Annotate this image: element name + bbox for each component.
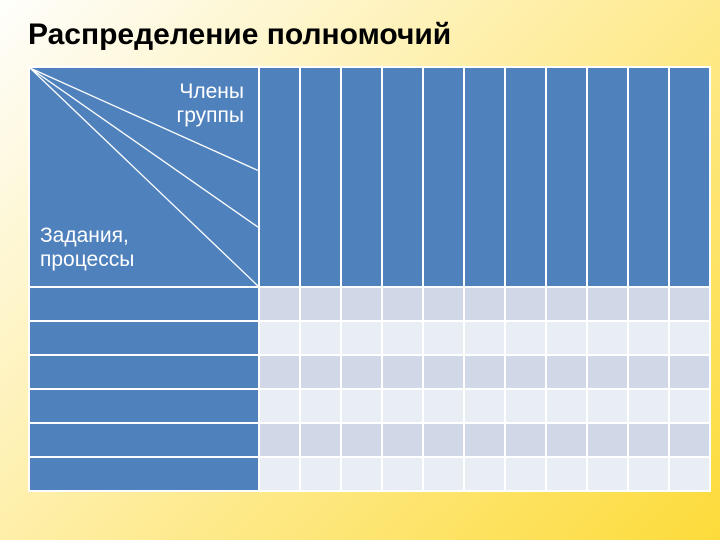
table-cell bbox=[628, 423, 669, 457]
row-header bbox=[29, 321, 259, 355]
table-cell bbox=[505, 423, 546, 457]
table-cell bbox=[464, 389, 505, 423]
corner-bottom-label: Задания,процессы bbox=[40, 224, 134, 272]
table-cell bbox=[628, 389, 669, 423]
column-header bbox=[628, 67, 669, 287]
table-cell bbox=[628, 321, 669, 355]
column-header bbox=[669, 67, 710, 287]
table-cell bbox=[669, 389, 710, 423]
table-cell bbox=[587, 423, 628, 457]
row-header bbox=[29, 287, 259, 321]
column-header bbox=[341, 67, 382, 287]
table-cell bbox=[382, 287, 423, 321]
table-cell bbox=[341, 423, 382, 457]
column-header bbox=[423, 67, 464, 287]
table-cell bbox=[505, 355, 546, 389]
table-cell bbox=[546, 423, 587, 457]
table-cell bbox=[464, 287, 505, 321]
table-cell bbox=[628, 457, 669, 491]
column-header bbox=[382, 67, 423, 287]
column-header bbox=[464, 67, 505, 287]
table-cell bbox=[505, 287, 546, 321]
table-cell bbox=[464, 355, 505, 389]
table-cell bbox=[423, 423, 464, 457]
table-cell bbox=[382, 389, 423, 423]
row-header bbox=[29, 389, 259, 423]
authority-table: Членыгруппы Задания,процессы bbox=[28, 66, 692, 492]
table-cell bbox=[587, 457, 628, 491]
corner-top-label: Членыгруппы bbox=[177, 80, 244, 128]
column-header bbox=[587, 67, 628, 287]
row-header bbox=[29, 457, 259, 491]
column-header bbox=[546, 67, 587, 287]
table-cell bbox=[341, 321, 382, 355]
table-cell bbox=[259, 287, 300, 321]
table-cell bbox=[300, 457, 341, 491]
table-header-row: Членыгруппы Задания,процессы bbox=[29, 67, 710, 287]
table-cell bbox=[423, 321, 464, 355]
table-cell bbox=[628, 355, 669, 389]
table-cell bbox=[669, 321, 710, 355]
page-title: Распределение полномочий bbox=[28, 18, 692, 52]
table-cell bbox=[341, 389, 382, 423]
table-row bbox=[29, 287, 710, 321]
table-cell bbox=[300, 287, 341, 321]
table-cell bbox=[423, 389, 464, 423]
table-cell bbox=[423, 355, 464, 389]
table-cell bbox=[382, 423, 423, 457]
table-cell bbox=[464, 423, 505, 457]
table-cell bbox=[341, 287, 382, 321]
table-row bbox=[29, 321, 710, 355]
table-cell bbox=[669, 423, 710, 457]
table-cell bbox=[546, 389, 587, 423]
table-cell bbox=[300, 321, 341, 355]
table-row bbox=[29, 457, 710, 491]
table-cell bbox=[464, 321, 505, 355]
table: Членыгруппы Задания,процессы bbox=[28, 66, 711, 492]
table-cell bbox=[669, 457, 710, 491]
table-body: Членыгруппы Задания,процессы bbox=[29, 67, 710, 491]
slide: Распределение полномочий Членыгруппы Зада… bbox=[0, 0, 720, 540]
table-cell bbox=[259, 423, 300, 457]
table-cell bbox=[300, 389, 341, 423]
table-cell bbox=[546, 457, 587, 491]
table-cell bbox=[587, 389, 628, 423]
table-cell bbox=[669, 287, 710, 321]
table-cell bbox=[300, 423, 341, 457]
table-cell bbox=[669, 355, 710, 389]
table-cell bbox=[259, 389, 300, 423]
table-cell bbox=[300, 355, 341, 389]
table-cell bbox=[587, 355, 628, 389]
table-cell bbox=[341, 355, 382, 389]
row-header bbox=[29, 423, 259, 457]
table-cell bbox=[546, 321, 587, 355]
column-header bbox=[505, 67, 546, 287]
table-cell bbox=[423, 287, 464, 321]
table-cell bbox=[259, 457, 300, 491]
column-header bbox=[300, 67, 341, 287]
table-cell bbox=[587, 287, 628, 321]
table-cell bbox=[505, 457, 546, 491]
table-cell bbox=[546, 287, 587, 321]
table-cell bbox=[382, 457, 423, 491]
table-cell bbox=[259, 321, 300, 355]
table-row bbox=[29, 355, 710, 389]
table-cell bbox=[382, 355, 423, 389]
table-cell bbox=[546, 355, 587, 389]
table-cell bbox=[628, 287, 669, 321]
table-cell bbox=[259, 355, 300, 389]
table-cell bbox=[382, 321, 423, 355]
corner-cell: Членыгруппы Задания,процессы bbox=[29, 67, 259, 287]
table-row bbox=[29, 389, 710, 423]
table-cell bbox=[341, 457, 382, 491]
table-cell bbox=[505, 321, 546, 355]
table-row bbox=[29, 423, 710, 457]
table-cell bbox=[464, 457, 505, 491]
row-header bbox=[29, 355, 259, 389]
table-cell bbox=[505, 389, 546, 423]
table-cell bbox=[587, 321, 628, 355]
column-header bbox=[259, 67, 300, 287]
table-cell bbox=[423, 457, 464, 491]
